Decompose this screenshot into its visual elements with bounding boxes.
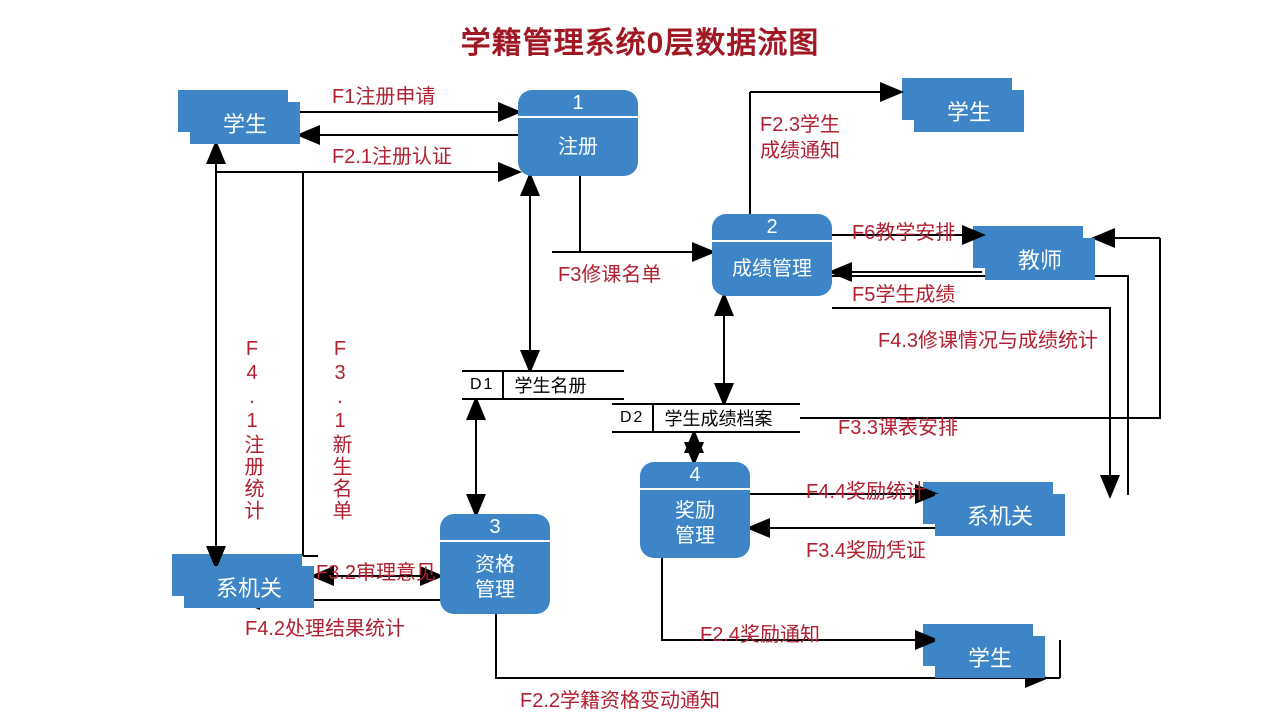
datastore-name: 学生成绩档案 bbox=[654, 405, 782, 431]
diagram-title: 学籍管理系统0层数据流图 bbox=[0, 18, 1280, 62]
process-name: 成绩管理 bbox=[712, 242, 832, 296]
entity-e_dept_r: 系机关 bbox=[935, 494, 1065, 536]
flow-label-f6: F6教学安排 bbox=[852, 216, 955, 245]
datastore-id: D2 bbox=[612, 405, 654, 431]
flow-label-f44: F4.4奖励统计 bbox=[806, 475, 926, 504]
entity-e_dept_bl: 系机关 bbox=[184, 566, 314, 608]
process-number: 3 bbox=[440, 514, 550, 542]
process-name: 奖励 管理 bbox=[640, 490, 750, 558]
flow-label-f3: F3修课名单 bbox=[558, 258, 661, 287]
flow-label-f21: F2.1注册认证 bbox=[332, 140, 452, 169]
datastore-d1: D1学生名册 bbox=[462, 370, 624, 400]
flow-label-f32: F3.2审理意见 bbox=[316, 556, 436, 585]
entity-e_teacher: 教师 bbox=[985, 238, 1095, 280]
flow-label-f41: F4.1注册统计 bbox=[238, 338, 267, 522]
flow-label-f42: F4.2处理结果统计 bbox=[245, 612, 405, 641]
process-number: 1 bbox=[518, 90, 638, 118]
entity-e_student_br: 学生 bbox=[935, 636, 1045, 678]
entity-e_student_tr: 学生 bbox=[914, 90, 1024, 132]
flow-label-f1: F1注册申请 bbox=[332, 80, 435, 109]
process-number: 4 bbox=[640, 462, 750, 490]
entity-e_student_tl: 学生 bbox=[190, 102, 300, 144]
flow-label-f31: F3.1新生名单 bbox=[326, 338, 355, 522]
flow-label-f24: F2.4奖励通知 bbox=[700, 618, 820, 647]
process-p2: 2成绩管理 bbox=[712, 214, 832, 296]
flow-label-f34: F3.4奖励凭证 bbox=[806, 534, 926, 563]
flow-label-f43: F4.3修课情况与成绩统计 bbox=[878, 324, 1098, 353]
process-name: 资格 管理 bbox=[440, 542, 550, 614]
datastore-name: 学生名册 bbox=[504, 372, 596, 398]
flow-label-f5: F5学生成绩 bbox=[852, 278, 955, 307]
process-p3: 3资格 管理 bbox=[440, 514, 550, 614]
process-number: 2 bbox=[712, 214, 832, 242]
process-p4: 4奖励 管理 bbox=[640, 462, 750, 558]
flow-label-f23b: 成绩通知 bbox=[760, 134, 840, 163]
process-name: 注册 bbox=[518, 118, 638, 176]
process-p1: 1注册 bbox=[518, 90, 638, 176]
flow-label-f22: F2.2学籍资格变动通知 bbox=[520, 684, 720, 713]
datastore-d2: D2学生成绩档案 bbox=[612, 403, 800, 433]
flow-label-f33: F3.3课表安排 bbox=[838, 411, 958, 440]
datastore-id: D1 bbox=[462, 372, 504, 398]
flow-label-f23a: F2.3学生 bbox=[760, 108, 840, 137]
